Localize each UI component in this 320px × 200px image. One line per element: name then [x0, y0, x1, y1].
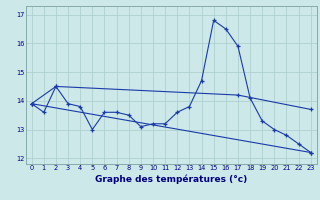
X-axis label: Graphe des températures (°c): Graphe des températures (°c) — [95, 174, 247, 184]
